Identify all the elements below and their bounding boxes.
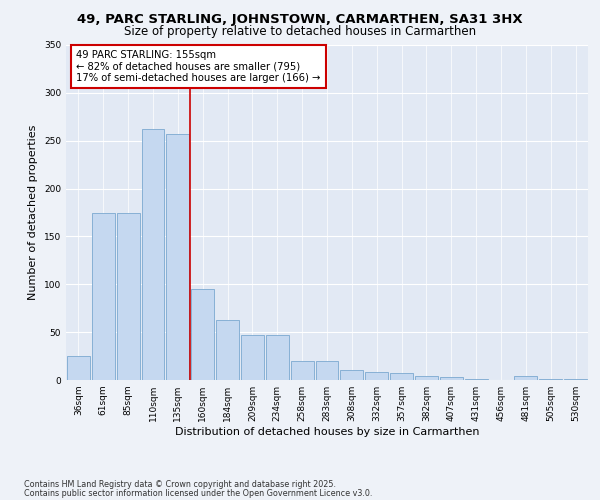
- Bar: [465, 379, 488, 380]
- Bar: [92, 212, 115, 380]
- Bar: [539, 379, 562, 380]
- Bar: [216, 320, 239, 380]
- Bar: [166, 134, 189, 380]
- Bar: [117, 212, 140, 380]
- Bar: [266, 335, 289, 380]
- Text: 49 PARC STARLING: 155sqm
← 82% of detached houses are smaller (795)
17% of semi-: 49 PARC STARLING: 155sqm ← 82% of detach…: [76, 50, 321, 83]
- Bar: [390, 374, 413, 380]
- Bar: [142, 129, 164, 380]
- Text: Contains public sector information licensed under the Open Government Licence v3: Contains public sector information licen…: [24, 489, 373, 498]
- Bar: [415, 376, 438, 380]
- Bar: [365, 372, 388, 380]
- X-axis label: Distribution of detached houses by size in Carmarthen: Distribution of detached houses by size …: [175, 427, 479, 437]
- Bar: [67, 356, 90, 380]
- Text: Contains HM Land Registry data © Crown copyright and database right 2025.: Contains HM Land Registry data © Crown c…: [24, 480, 336, 489]
- Bar: [514, 376, 537, 380]
- Bar: [291, 361, 314, 380]
- Text: 49, PARC STARLING, JOHNSTOWN, CARMARTHEN, SA31 3HX: 49, PARC STARLING, JOHNSTOWN, CARMARTHEN…: [77, 12, 523, 26]
- Bar: [440, 377, 463, 380]
- Y-axis label: Number of detached properties: Number of detached properties: [28, 125, 38, 300]
- Bar: [564, 379, 587, 380]
- Bar: [191, 289, 214, 380]
- Bar: [316, 361, 338, 380]
- Text: Size of property relative to detached houses in Carmarthen: Size of property relative to detached ho…: [124, 25, 476, 38]
- Bar: [340, 370, 363, 380]
- Bar: [241, 335, 264, 380]
